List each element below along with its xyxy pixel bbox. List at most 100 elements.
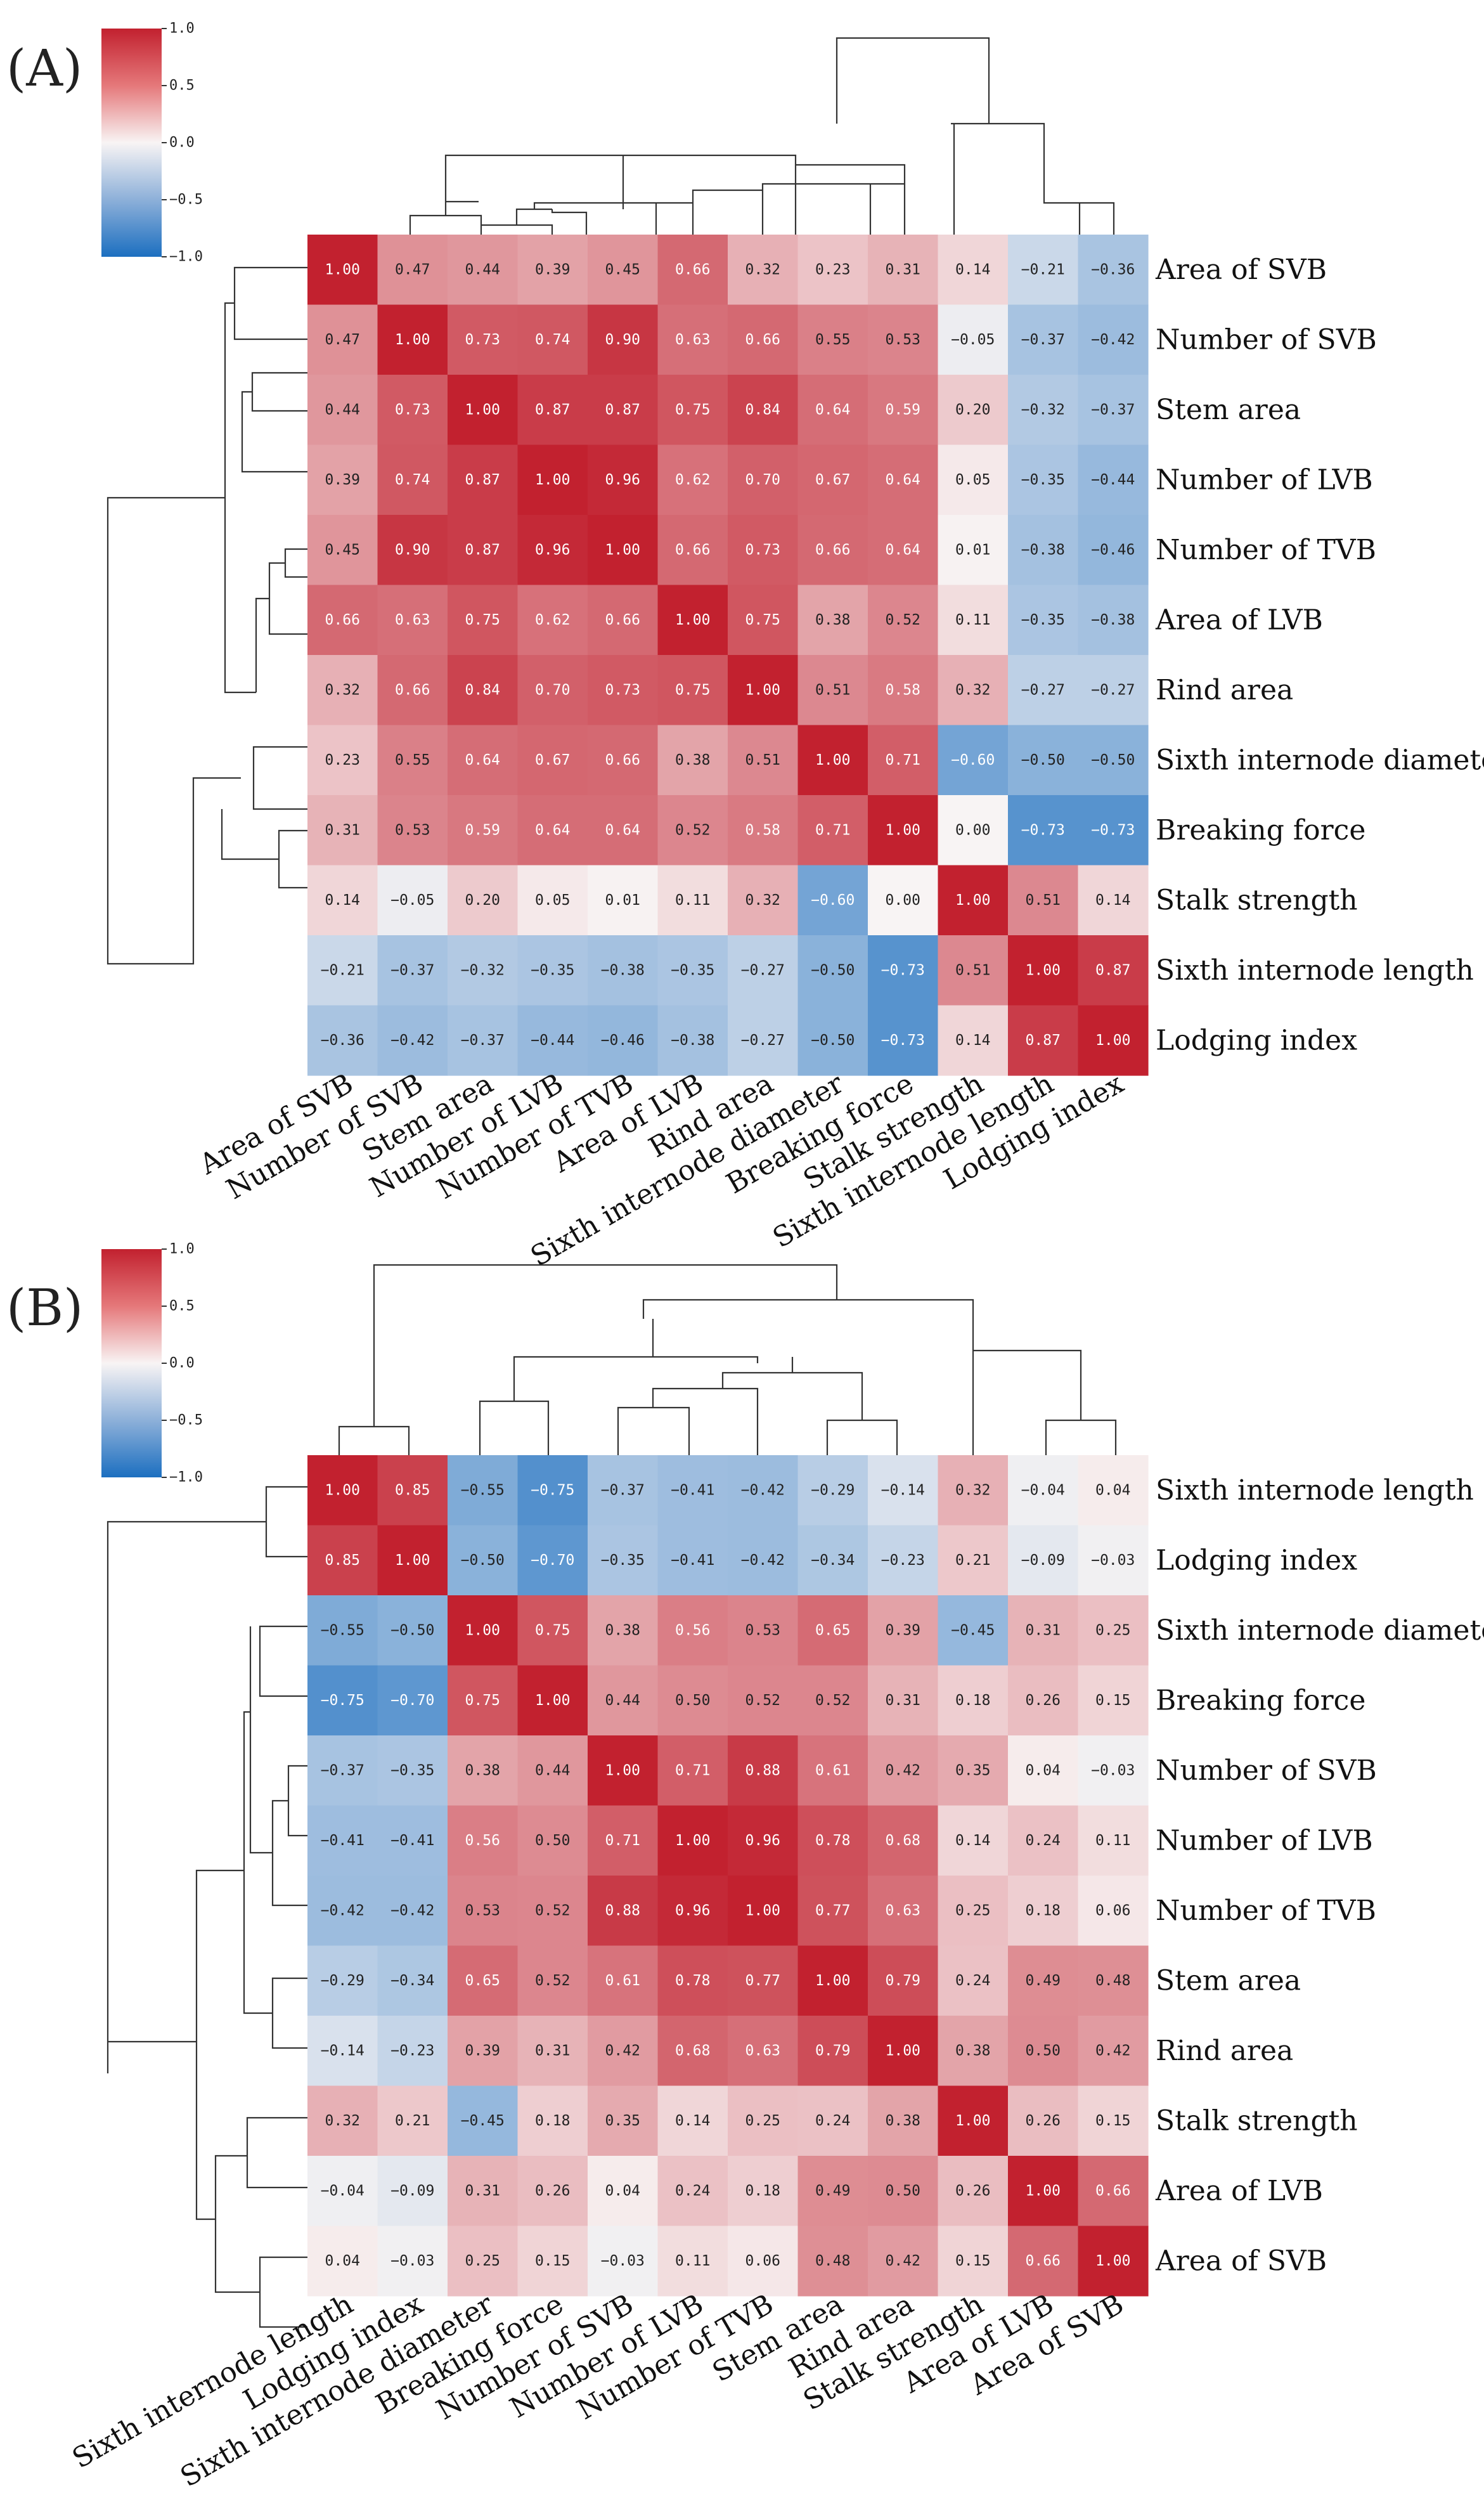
heatmap-cell — [448, 1595, 519, 1666]
cell-value-label: −0.03 — [390, 2253, 434, 2269]
heatmap-cell — [307, 1455, 378, 1526]
cell-value-label: −0.35 — [601, 1552, 645, 1569]
heatmap-cell — [797, 2085, 868, 2156]
cell-value-label: 0.73 — [395, 401, 430, 418]
cell-value-label: 0.15 — [955, 2253, 990, 2269]
heatmap-cell — [448, 1455, 519, 1526]
cell-value-label: −0.60 — [811, 892, 855, 909]
cell-value-label: −0.38 — [1021, 541, 1065, 558]
cell-value-label: 0.79 — [886, 1973, 920, 1989]
cell-value-label: 0.42 — [605, 2042, 640, 2059]
heatmap-cell — [868, 1005, 939, 1076]
heatmap-cell — [938, 375, 1009, 446]
heatmap-cell — [377, 1735, 448, 1806]
cell-value-label: −0.36 — [321, 1032, 365, 1049]
heatmap-cell — [797, 725, 868, 796]
heatmap-cell — [728, 795, 799, 866]
cell-value-label: 0.71 — [675, 1762, 710, 1779]
cell-value-label: 0.66 — [815, 541, 850, 558]
cell-value-label: 0.42 — [1095, 2042, 1130, 2059]
row-label: Number of TVB — [1156, 534, 1376, 566]
heatmap-cell — [938, 1595, 1009, 1666]
colorbar-b: 1.0 0.5 0.0 −0.5 −1.0 — [101, 1241, 203, 1486]
heatmap-cell — [307, 1876, 378, 1947]
heatmap-cell — [728, 1945, 799, 2016]
heatmap-cell — [588, 2156, 659, 2227]
heatmap-cell — [728, 1525, 799, 1596]
cell-value-label: −0.73 — [881, 962, 925, 978]
cell-value-label: −0.70 — [390, 1692, 434, 1709]
heatmap-cell — [448, 795, 519, 866]
cell-value-label: −0.35 — [671, 962, 714, 978]
heatmap-cell — [1078, 444, 1149, 515]
cell-value-label: 0.96 — [675, 1902, 710, 1919]
cell-value-label: 0.21 — [395, 2113, 430, 2129]
heatmap-cell — [517, 444, 588, 515]
row-label: Lodging index — [1156, 1544, 1357, 1576]
heatmap-cell — [588, 725, 659, 796]
heatmap-cell — [307, 1595, 378, 1666]
cell-value-label: −0.27 — [741, 962, 785, 978]
cell-value-label: −0.38 — [1091, 612, 1135, 628]
cell-value-label: −0.41 — [390, 1832, 434, 1849]
cell-value-label: 0.96 — [605, 472, 640, 488]
cell-value-label: 0.25 — [955, 1902, 990, 1919]
heatmap-cell — [938, 1876, 1009, 1947]
heatmap-cell — [657, 2085, 728, 2156]
cell-value-label: 0.39 — [325, 472, 360, 488]
heatmap-cell — [728, 304, 799, 375]
cell-value-label: 0.26 — [1026, 1692, 1061, 1709]
cell-value-label: 0.24 — [1026, 1832, 1061, 1849]
cell-value-label: 0.24 — [815, 2113, 850, 2129]
heatmap-cell — [657, 585, 728, 656]
cell-value-label: 0.66 — [605, 612, 640, 628]
heatmap-cell — [868, 2016, 939, 2087]
heatmap-cell — [448, 935, 519, 1006]
cell-value-label: 0.50 — [675, 1692, 710, 1709]
heatmap-cell — [938, 1665, 1009, 1736]
cell-value-label: 0.42 — [886, 1762, 920, 1779]
dendrogram-top-b — [338, 1264, 1117, 1455]
cell-value-label: 0.77 — [745, 1973, 780, 1989]
cell-value-label: 0.87 — [1095, 962, 1130, 978]
heatmap-cell — [728, 1735, 799, 1806]
cell-value-label: 0.15 — [535, 2253, 570, 2269]
cell-value-label: 0.23 — [815, 261, 850, 278]
cell-value-label: 0.52 — [535, 1902, 570, 1919]
heatmap-cell — [588, 2226, 659, 2297]
cell-value-label: 0.53 — [395, 822, 430, 838]
cell-value-label: 0.73 — [465, 332, 500, 348]
heatmap-cell — [938, 1805, 1009, 1876]
cell-value-label: 0.64 — [535, 822, 570, 838]
cell-value-label: 0.90 — [605, 332, 640, 348]
cell-value-label: 0.70 — [535, 682, 570, 698]
cell-value-label: 0.00 — [955, 822, 990, 838]
row-label: Number of SVB — [1156, 323, 1377, 356]
row-labels-a: Area of SVB Number of SVB Stem area Number … — [1155, 254, 1484, 1057]
heatmap-cell — [448, 515, 519, 586]
row-label: Sixth internode length — [1156, 1474, 1474, 1507]
heatmap-cell — [868, 795, 939, 866]
heatmap-cell — [728, 2016, 799, 2087]
cell-value-label: −0.21 — [1021, 261, 1065, 278]
heatmap-cell — [377, 2156, 448, 2227]
heatmap-cell — [448, 1005, 519, 1076]
cell-value-label: 0.78 — [675, 1973, 710, 1989]
cell-value-label: 0.62 — [675, 472, 710, 488]
cell-value-label: −0.44 — [531, 1032, 574, 1049]
cell-value-label: 0.78 — [815, 1832, 850, 1849]
cell-value-label: −0.32 — [1021, 401, 1065, 418]
heatmap-cell — [307, 1005, 378, 1076]
heatmap-cell — [307, 865, 378, 936]
cell-value-label: 0.87 — [1026, 1032, 1061, 1049]
cell-value-label: −0.50 — [811, 962, 855, 978]
cell-value-label: 0.66 — [395, 682, 430, 698]
heatmap-cell — [1008, 375, 1079, 446]
row-label: Rind area — [1156, 2035, 1293, 2067]
heatmap-cell — [448, 655, 519, 726]
heatmap-cell — [517, 655, 588, 726]
heatmap-cell — [657, 304, 728, 375]
cell-value-label: −0.75 — [531, 1482, 574, 1498]
heatmap-cell — [657, 1805, 728, 1876]
heatmap-cell — [588, 304, 659, 375]
